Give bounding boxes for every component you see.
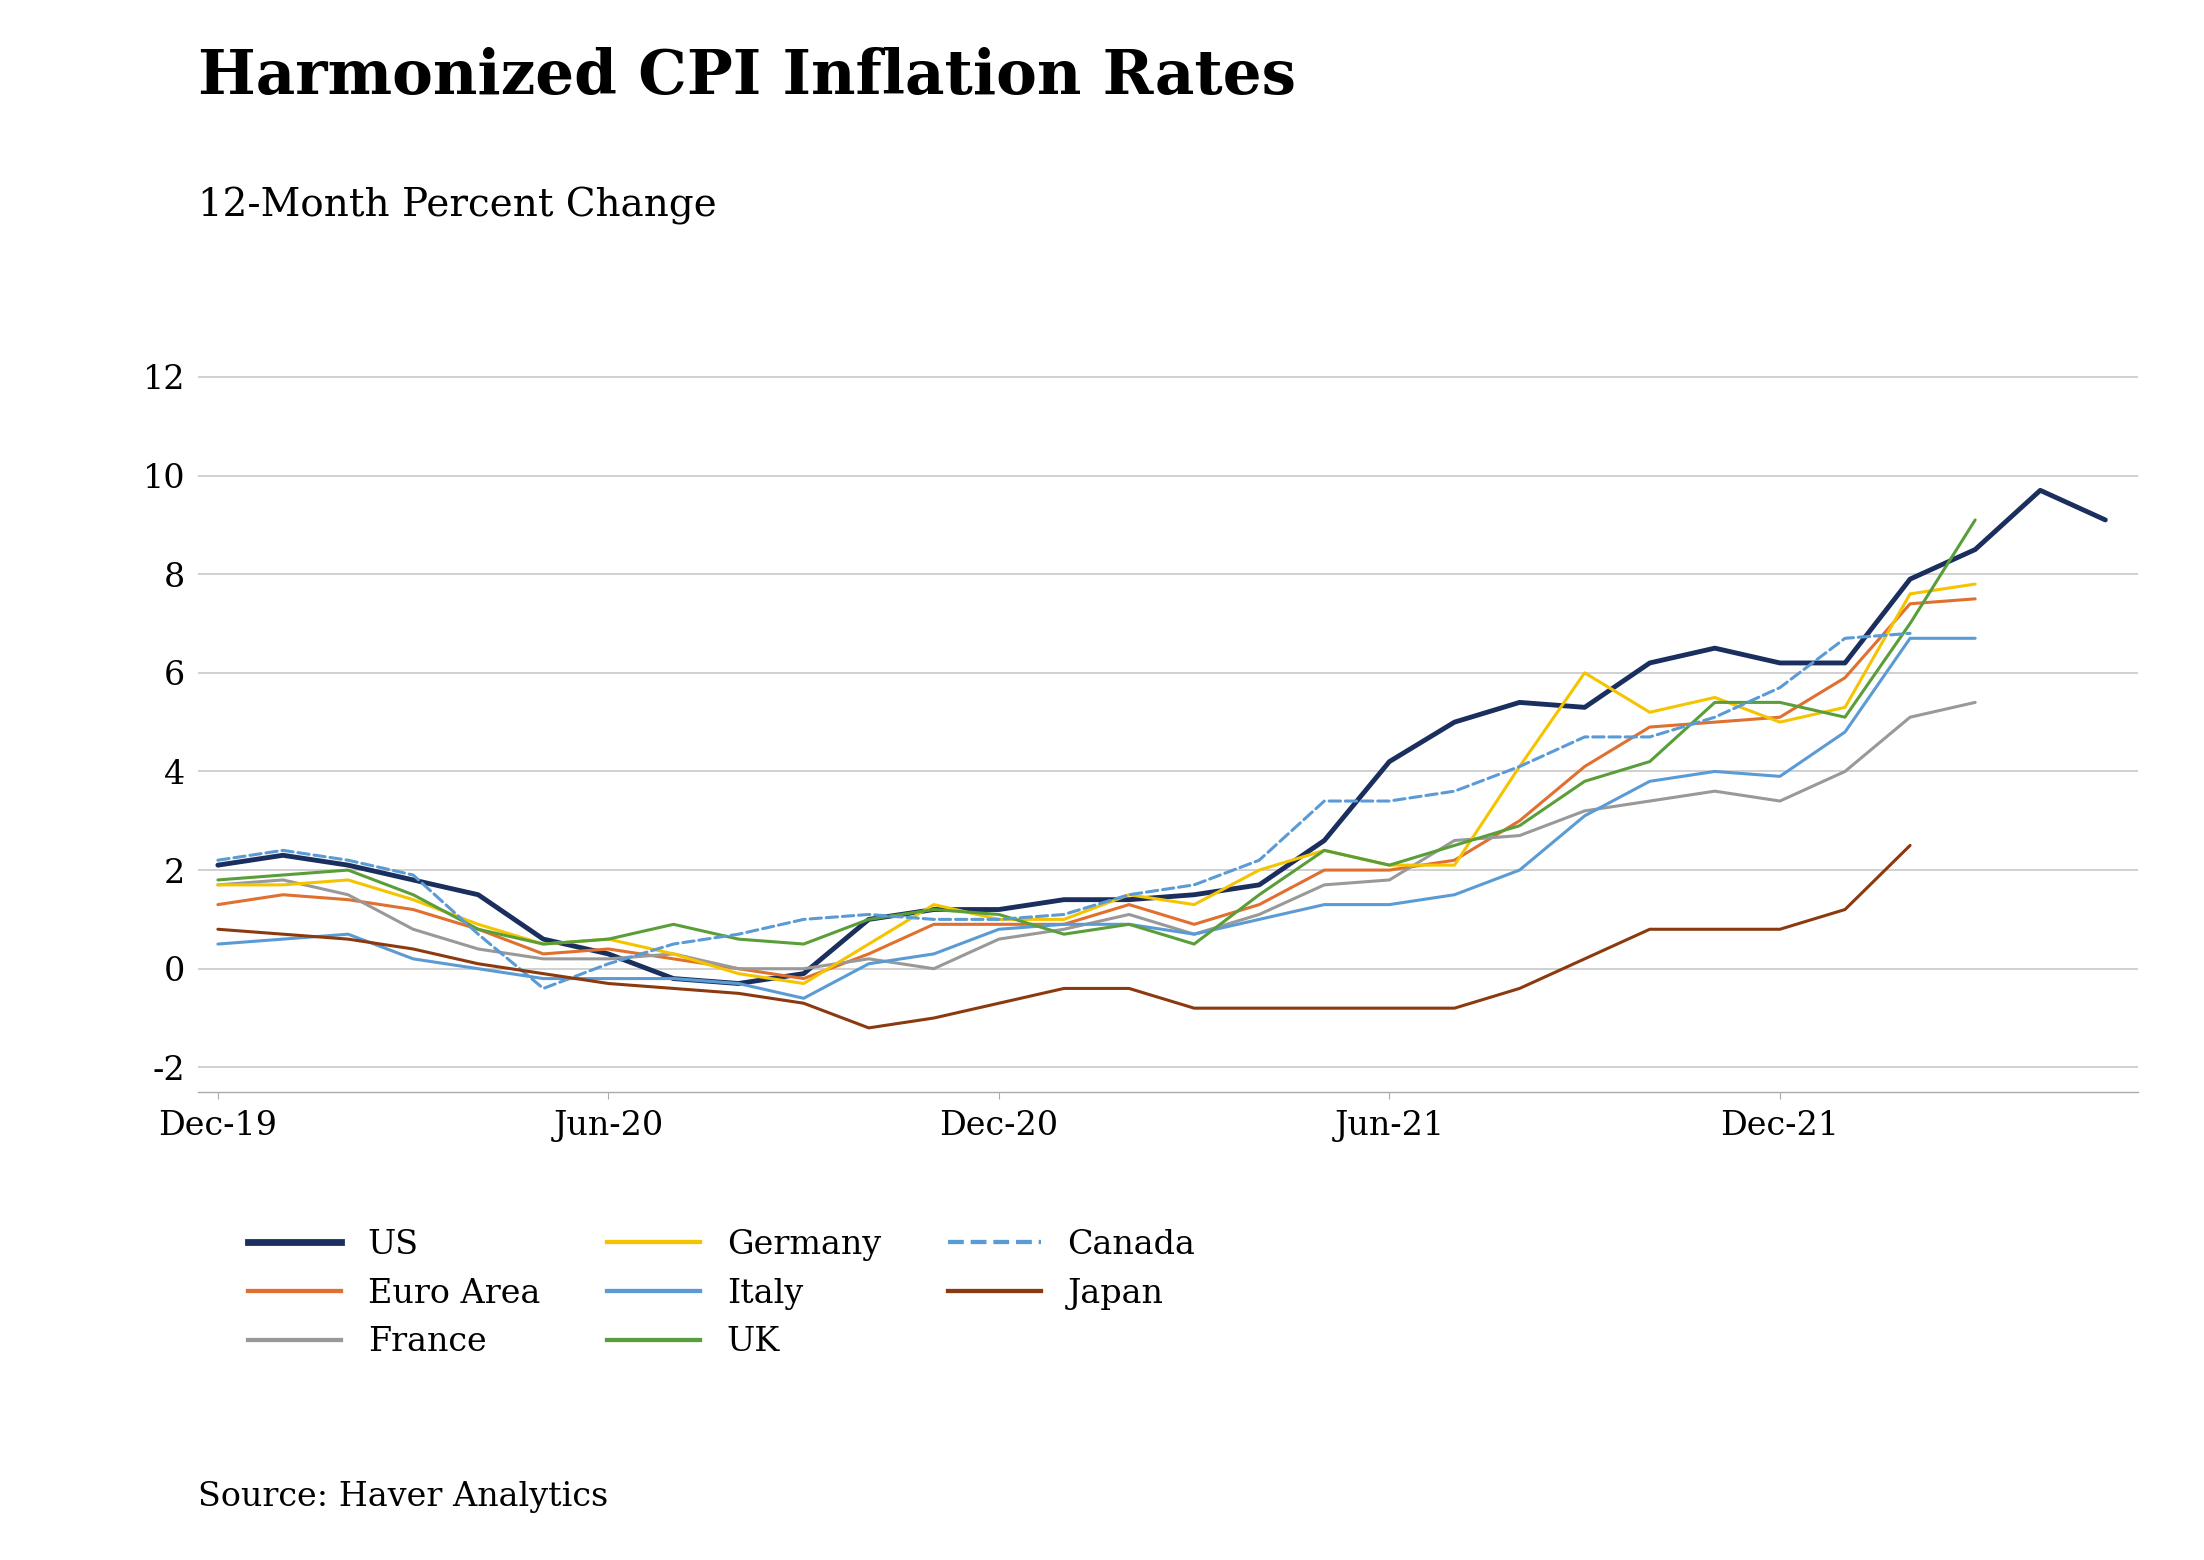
Legend: US, Euro Area, France, Germany, Italy, UK, Canada, Japan: US, Euro Area, France, Germany, Italy, U… xyxy=(234,1215,1208,1371)
Text: 12-Month Percent Change: 12-Month Percent Change xyxy=(198,187,716,225)
Text: Harmonized CPI Inflation Rates: Harmonized CPI Inflation Rates xyxy=(198,47,1296,106)
Text: Source: Haver Analytics: Source: Haver Analytics xyxy=(198,1480,608,1513)
